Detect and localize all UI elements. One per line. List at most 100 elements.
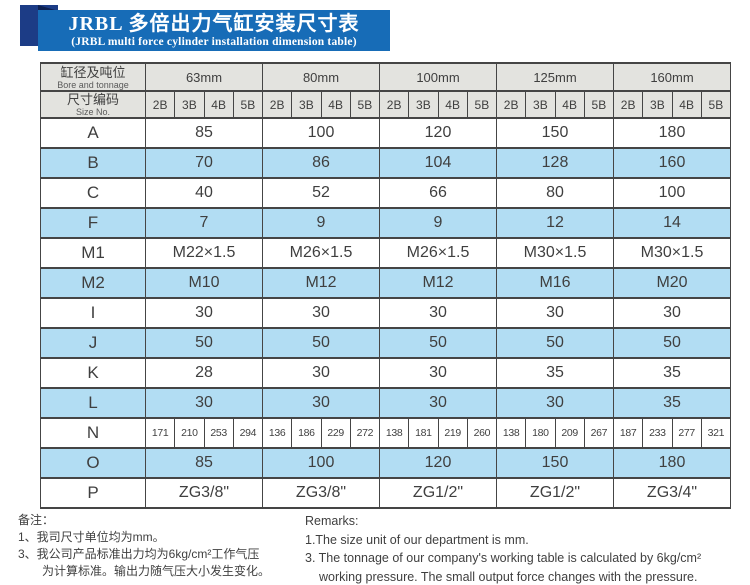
size-code-header: 4B — [437, 90, 468, 119]
table-cell: 70 — [145, 147, 263, 179]
table-head: 缸径及吨位 Bore and tonnage 63mm 80mm 100mm 125mm 1… — [40, 62, 732, 119]
table-cell: 9 — [379, 207, 497, 239]
table-cell: 160 — [613, 147, 731, 179]
table-cell: 187 — [612, 417, 644, 449]
footnotes: 备注： 1、我司尺寸单位均为mm。 3、我公司产品标准出力均为6kg/cm²工作… — [18, 512, 742, 585]
table-cell: 138 — [378, 417, 410, 449]
size-no-header-zh: 尺寸编码 — [66, 92, 119, 107]
table-cell: 9 — [262, 207, 380, 239]
table-cell: 80 — [496, 177, 614, 209]
table-cell: 100 — [613, 177, 731, 209]
table-cell: M30×1.5 — [496, 237, 614, 269]
size-code-header: 2B — [144, 90, 176, 119]
table-row: K 28 30 30 35 35 — [40, 357, 731, 389]
table-cell: 181 — [408, 417, 439, 449]
table-cell: 128 — [496, 147, 614, 179]
table-cell: 30 — [145, 387, 263, 419]
table-cell: 186 — [291, 417, 322, 449]
table-cell: 85 — [145, 117, 263, 149]
row-label: F — [40, 207, 146, 239]
size-code-header: 4B — [671, 90, 702, 119]
size-no-header-en: Size No. — [75, 107, 110, 117]
table-cell: 277 — [671, 417, 702, 449]
notes-zh-title: 备注： — [18, 513, 55, 527]
table-cell: 40 — [145, 177, 263, 209]
table-cell: 30 — [262, 297, 380, 329]
corner-header-zh: 缸径及吨位 — [60, 64, 126, 80]
notes-en: Remarks: 1.The size unit of our departme… — [305, 512, 742, 585]
size-code-header: 2B — [612, 90, 644, 119]
table-cell: 35 — [496, 357, 614, 389]
row-label: P — [40, 477, 146, 509]
row-label: C — [40, 177, 146, 209]
row-label: M2 — [40, 267, 146, 299]
table-row: N 171 210 253 294 136 186 229 272 138 181 219 260 138… — [40, 417, 732, 449]
table-cell: 30 — [262, 387, 380, 419]
table-cell: M20 — [613, 267, 731, 299]
table-cell: 85 — [145, 447, 263, 479]
table-cell: 100 — [262, 117, 380, 149]
table-cell: 50 — [496, 327, 614, 359]
table-cell: 14 — [613, 207, 731, 239]
row-label: K — [40, 357, 146, 389]
table-cell: ZG3/8" — [262, 477, 380, 509]
size-code-header: 3B — [642, 90, 673, 119]
table-cell: 100 — [262, 447, 380, 479]
bore-group-header: 160mm — [613, 62, 731, 92]
table-cell: 86 — [262, 147, 380, 179]
size-code-header: 4B — [203, 90, 234, 119]
bore-group-header: 125mm — [496, 62, 614, 92]
table-row: P ZG3/8" ZG3/8" ZG1/2" ZG1/2" ZG3/4" — [40, 477, 731, 509]
table-row: M1 M22×1.5 M26×1.5 M26×1.5 M30×1.5 M30×1.5 — [40, 237, 731, 269]
size-code-header: 5B — [700, 90, 732, 119]
table-cell: 30 — [496, 297, 614, 329]
table-cell: M26×1.5 — [262, 237, 380, 269]
dimension-table: 缸径及吨位 Bore and tonnage 63mm 80mm 100mm 125mm 1… — [40, 62, 732, 509]
bore-group-header: 80mm — [262, 62, 380, 92]
table-cell: 50 — [613, 327, 731, 359]
table-cell: 150 — [496, 447, 614, 479]
table-cell: 50 — [379, 327, 497, 359]
table-cell: 180 — [613, 117, 731, 149]
table-cell: M10 — [145, 267, 263, 299]
page-title: JRBL 多倍出力气缸安装尺寸表 — [68, 13, 360, 35]
title-banner: JRBL 多倍出力气缸安装尺寸表 (JRBL multi force cylin… — [38, 10, 390, 51]
table-cell: 120 — [379, 447, 497, 479]
size-code-header: 5B — [232, 90, 264, 119]
table-cell: 50 — [262, 327, 380, 359]
note-line: 1、我司尺寸单位均为mm。 — [18, 530, 165, 544]
table-cell: 30 — [145, 297, 263, 329]
table-cell: ZG1/2" — [496, 477, 614, 509]
table-cell: 30 — [379, 297, 497, 329]
table-row: B 70 86 104 128 160 — [40, 147, 731, 179]
table-cell: 150 — [496, 117, 614, 149]
table-cell: 30 — [379, 357, 497, 389]
table-cell: 219 — [437, 417, 468, 449]
table-cell: 272 — [349, 417, 381, 449]
table-row: O 85 100 120 150 180 — [40, 447, 731, 479]
note-line: 为计算标准。输出力随气压大小发生变化。 — [42, 564, 271, 578]
table-cell: 180 — [525, 417, 556, 449]
table-cell: 30 — [496, 387, 614, 419]
table-cell: 104 — [379, 147, 497, 179]
table-cell: 267 — [583, 417, 615, 449]
note-line: 3、我公司产品标准出力均为6kg/cm²工作气压 — [18, 547, 260, 561]
note-line: working pressure. The small output force… — [319, 569, 698, 584]
table-cell: 30 — [379, 387, 497, 419]
corner-header-en: Bore and tonnage — [57, 79, 129, 90]
table-cell: 171 — [144, 417, 176, 449]
page-subtitle: (JRBL multi force cylinder installation … — [71, 36, 357, 48]
row-label: A — [40, 117, 146, 149]
bore-group-header: 63mm — [145, 62, 263, 92]
table-cell: 294 — [232, 417, 264, 449]
table-cell: 180 — [613, 447, 731, 479]
table-cell: 120 — [379, 117, 497, 149]
size-code-header: 4B — [554, 90, 585, 119]
size-code-header: 4B — [320, 90, 351, 119]
table-cell: 28 — [145, 357, 263, 389]
table-cell: 66 — [379, 177, 497, 209]
table-row: M2 M10 M12 M12 M16 M20 — [40, 267, 731, 299]
table-cell: 35 — [613, 387, 731, 419]
note-line: 1.The size unit of our department is mm. — [305, 532, 529, 547]
table-cell: 30 — [262, 357, 380, 389]
